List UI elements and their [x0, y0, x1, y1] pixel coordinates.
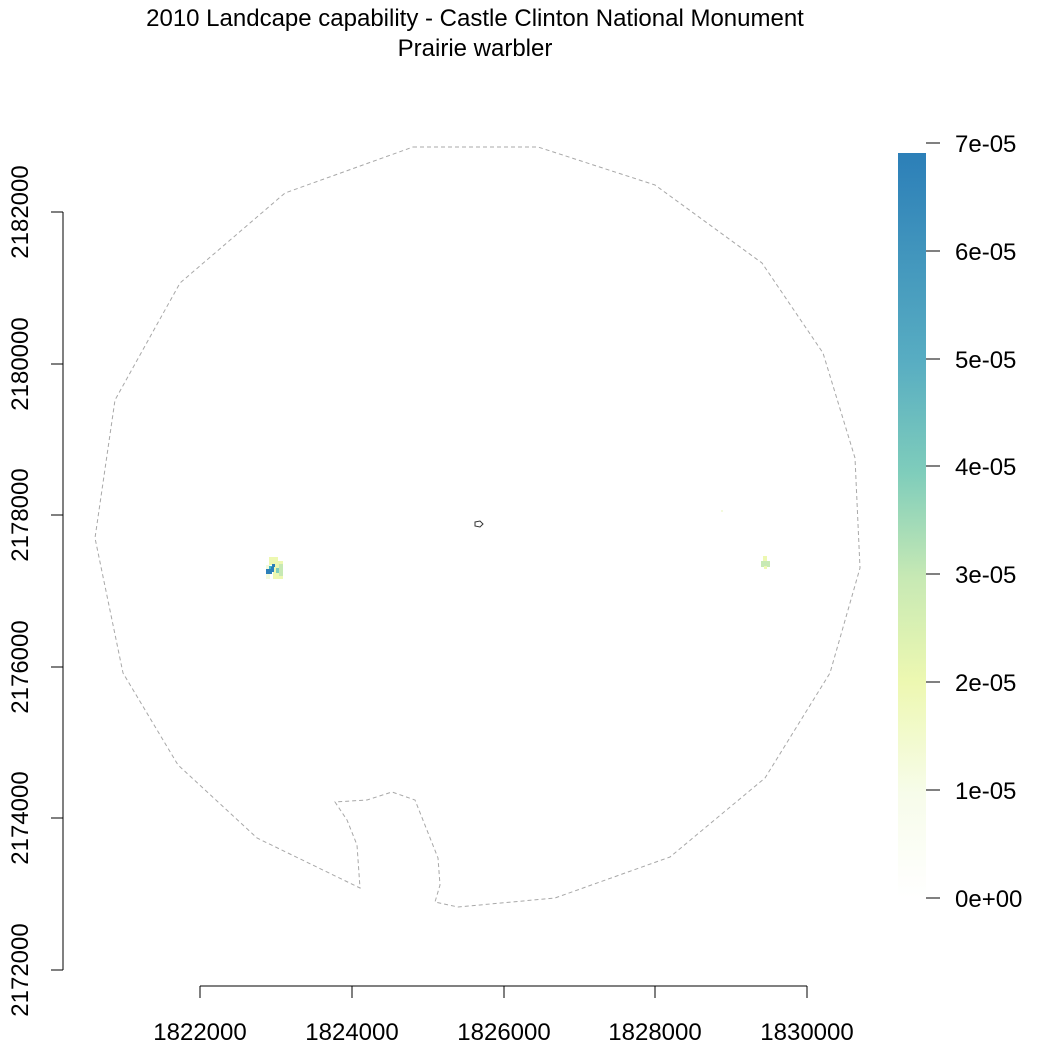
x-axis: 1822000 1824000 1826000 1828000 1830000: [153, 985, 854, 1046]
eastern-habitat-patch: [761, 556, 770, 569]
legend-label: 5e-05: [955, 347, 1016, 374]
color-legend: 7e-05 6e-05 5e-05 4e-05 3e-05 2e-05 1e-0…: [898, 131, 1022, 913]
x-tick-label: 1826000: [457, 1019, 550, 1046]
y-tick-label: 2172000: [7, 923, 34, 1016]
x-tick-label: 1822000: [153, 1019, 246, 1046]
y-axis: 2172000 2174000 2176000 2178000 2180000 …: [7, 165, 64, 1017]
x-tick-label: 1824000: [305, 1019, 398, 1046]
study-area-boundary: [94, 146, 861, 908]
map-subtitle: Prairie warbler: [397, 35, 553, 62]
western-habitat-patch: [266, 557, 283, 579]
x-tick-label: 1830000: [760, 1019, 853, 1046]
legend-label: 2e-05: [955, 670, 1016, 697]
y-tick-label: 2176000: [7, 620, 34, 713]
y-tick-label: 2180000: [7, 317, 34, 410]
y-tick-label: 2182000: [7, 165, 34, 258]
legend-label: 4e-05: [955, 454, 1016, 481]
x-tick-label: 1828000: [608, 1019, 701, 1046]
legend-colorbar: [898, 153, 926, 898]
y-tick-label: 2174000: [7, 771, 34, 864]
map-title: 2010 Landcape capability - Castle Clinto…: [146, 5, 804, 32]
legend-label: 6e-05: [955, 239, 1016, 266]
legend-label: 1e-05: [955, 778, 1016, 805]
legend-label: 0e+00: [955, 886, 1022, 913]
legend-label: 7e-05: [955, 131, 1016, 158]
y-tick-label: 2178000: [7, 468, 34, 561]
legend-label: 3e-05: [955, 562, 1016, 589]
park-boundary: [474, 520, 484, 528]
faint-pixel: [721, 510, 723, 512]
